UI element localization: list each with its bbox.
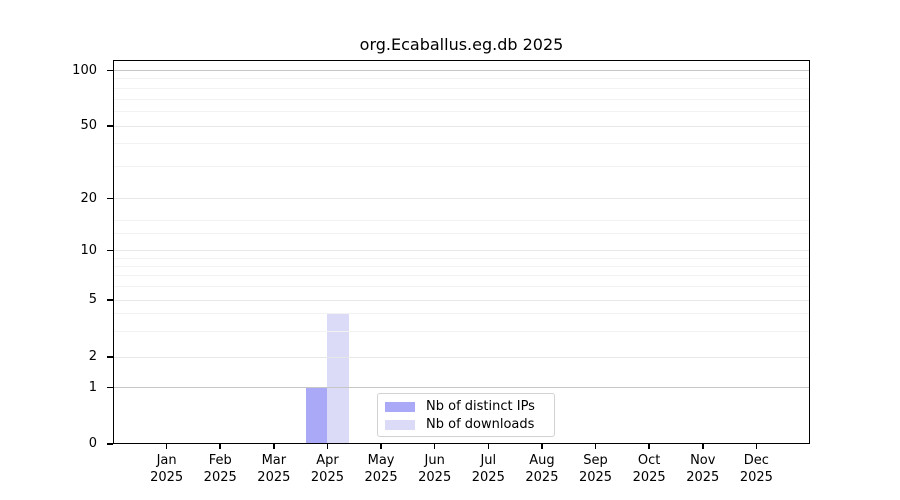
x-tick-year: 2025 [578, 470, 613, 485]
x-tick-label: Jul 2025 [460, 452, 516, 486]
minor-gridline [113, 78, 810, 80]
x-tick-year: 2025 [418, 470, 452, 485]
x-tick-mark [594, 444, 597, 449]
x-tick-month: Oct [637, 453, 661, 468]
x-tick-year: 2025 [364, 470, 398, 485]
major-gridline [113, 198, 810, 199]
x-tick-month: Jun [424, 453, 445, 468]
x-tick-mark [165, 444, 168, 449]
x-tick-label: Mar 2025 [246, 452, 302, 486]
major-gridline [113, 299, 810, 301]
y-tick-label: 50 [80, 118, 97, 133]
minor-gridline [113, 313, 810, 315]
minor-gridline [113, 143, 810, 145]
x-tick-label: Oct 2025 [621, 452, 677, 486]
minor-gridline [113, 98, 810, 100]
major-gridline [113, 356, 810, 358]
x-tick-year: 2025 [310, 470, 344, 485]
legend-item: Nb of downloads [378, 416, 554, 434]
x-tick-label: Sep 2025 [568, 452, 624, 486]
x-tick-mark [273, 444, 275, 449]
x-tick-label: May 2025 [353, 452, 409, 486]
x-tick-mark [380, 444, 382, 449]
x-tick-mark [541, 444, 543, 449]
y-tick-label: 10 [80, 242, 97, 258]
x-tick-month: Sep [583, 453, 608, 468]
y-tick-label: 2 [88, 349, 97, 364]
y-tick-mark [106, 443, 113, 445]
y-tick-label: 0 [88, 436, 97, 451]
major-gridline [113, 70, 810, 71]
x-tick-mark [219, 444, 221, 449]
y-tick-mark [106, 69, 113, 72]
minor-gridline [113, 331, 810, 333]
x-tick-month: Jan [156, 453, 177, 468]
bar-downloads [327, 313, 349, 444]
x-tick-month: May [367, 453, 395, 468]
x-tick-year: 2025 [739, 470, 773, 485]
y-tick-mark [106, 197, 113, 200]
minor-gridline [113, 275, 810, 277]
x-tick-month: Feb [208, 453, 232, 468]
y-tick-label: 1 [88, 379, 97, 395]
minor-gridline [113, 286, 810, 288]
legend-swatch-downloads [385, 420, 415, 430]
x-tick-month: Jul [480, 453, 497, 468]
plot-area: Nb of distinct IPs Nb of downloads [113, 60, 810, 444]
x-tick-year: 2025 [525, 470, 559, 485]
major-gridline [113, 125, 810, 127]
x-tick-year: 2025 [257, 470, 291, 485]
x-tick-label: Jan 2025 [139, 452, 195, 486]
chart-title: org.Ecaballus.eg.db 2025 [359, 35, 564, 54]
x-tick-month: Mar [261, 453, 287, 468]
x-tick-month: Aug [529, 453, 555, 468]
bar-distinct-ips [305, 387, 328, 444]
legend-item: Nb of distinct IPs [378, 398, 554, 416]
x-tick-label: Jun 2025 [407, 452, 463, 486]
y-tick-mark [106, 356, 113, 358]
x-tick-label: Apr 2025 [299, 452, 355, 486]
x-tick-mark [648, 444, 650, 449]
x-tick-mark [326, 444, 329, 449]
x-tick-year: 2025 [150, 470, 184, 485]
minor-gridline [113, 219, 810, 221]
x-tick-label: Dec 2025 [728, 452, 784, 486]
minor-gridline [113, 265, 810, 267]
legend-label: Nb of distinct IPs [426, 399, 535, 414]
minor-gridline [113, 87, 810, 89]
x-tick-label: Nov 2025 [675, 452, 731, 486]
minor-gridline [113, 165, 810, 167]
x-tick-month: Dec [743, 453, 769, 468]
x-tick-mark [702, 444, 704, 449]
y-tick-mark [106, 249, 113, 252]
legend: Nb of distinct IPs Nb of downloads [377, 393, 555, 437]
x-tick-year: 2025 [203, 470, 237, 485]
x-tick-mark [487, 444, 490, 449]
legend-swatch-distinct-ips [385, 402, 415, 412]
major-gridline [113, 250, 810, 251]
x-tick-mark [433, 444, 436, 449]
x-tick-year: 2025 [471, 470, 505, 485]
major-gridline [113, 387, 810, 388]
x-tick-label: Aug 2025 [514, 452, 570, 486]
minor-gridline [113, 110, 810, 112]
x-tick-label: Feb 2025 [192, 452, 248, 486]
minor-gridline [113, 257, 810, 259]
y-tick-mark [106, 125, 113, 127]
x-tick-mark [755, 444, 758, 449]
y-tick-label: 20 [80, 190, 97, 206]
y-tick-mark [106, 299, 113, 301]
y-tick-mark [106, 386, 113, 389]
x-tick-year: 2025 [686, 470, 720, 485]
x-tick-month: Nov [690, 453, 716, 468]
x-tick-year: 2025 [632, 470, 666, 485]
legend-label: Nb of downloads [426, 417, 535, 432]
minor-gridline [113, 233, 810, 235]
y-tick-label: 5 [88, 292, 97, 307]
x-tick-month: Apr [316, 453, 339, 468]
y-tick-label: 100 [72, 62, 97, 78]
